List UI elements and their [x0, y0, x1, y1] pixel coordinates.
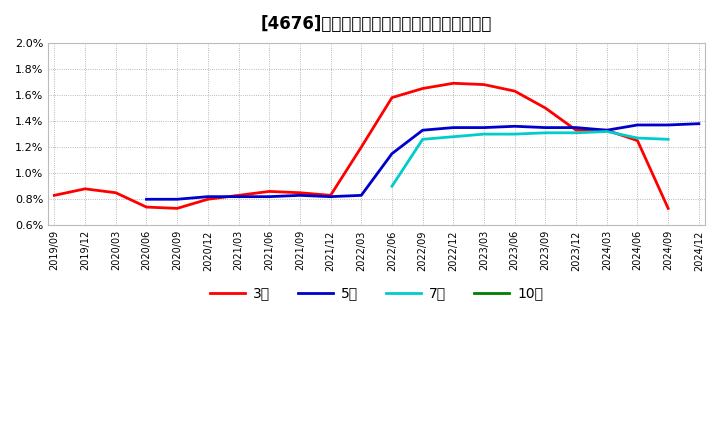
3年	[81, 186, 89, 191]
5年	[695, 121, 703, 126]
5年	[357, 193, 366, 198]
5年	[173, 197, 181, 202]
7年	[418, 137, 427, 142]
Line: 3年: 3年	[55, 83, 668, 209]
3年	[449, 81, 458, 86]
5年	[387, 151, 396, 156]
Line: 7年: 7年	[392, 132, 668, 186]
7年	[449, 134, 458, 139]
5年	[265, 194, 274, 199]
5年	[603, 128, 611, 133]
3年	[204, 197, 212, 202]
3年	[50, 193, 59, 198]
7年	[603, 129, 611, 134]
7年	[510, 132, 519, 137]
5年	[449, 125, 458, 130]
5年	[234, 194, 243, 199]
3年	[480, 82, 488, 87]
3年	[418, 86, 427, 91]
5年	[296, 193, 305, 198]
5年	[572, 125, 580, 130]
7年	[541, 130, 550, 136]
5年	[418, 128, 427, 133]
3年	[357, 144, 366, 150]
5年	[204, 194, 212, 199]
3年	[326, 193, 335, 198]
3年	[234, 193, 243, 198]
3年	[541, 106, 550, 111]
3年	[387, 95, 396, 100]
7年	[480, 132, 488, 137]
3年	[603, 128, 611, 133]
3年	[510, 88, 519, 94]
3年	[112, 190, 120, 195]
3年	[664, 206, 672, 211]
3年	[296, 190, 305, 195]
3年	[142, 205, 150, 210]
3年	[265, 189, 274, 194]
Line: 5年: 5年	[146, 124, 699, 199]
5年	[510, 124, 519, 129]
3年	[633, 138, 642, 143]
5年	[142, 197, 150, 202]
7年	[633, 136, 642, 141]
5年	[541, 125, 550, 130]
5年	[326, 194, 335, 199]
7年	[572, 130, 580, 136]
3年	[173, 206, 181, 211]
Legend: 3年, 5年, 7年, 10年: 3年, 5年, 7年, 10年	[204, 281, 549, 306]
3年	[572, 128, 580, 133]
5年	[480, 125, 488, 130]
5年	[664, 122, 672, 128]
5年	[633, 122, 642, 128]
7年	[664, 137, 672, 142]
Title: [4676]　経常利益マージンの標準偏差の推移: [4676] 経常利益マージンの標準偏差の推移	[261, 15, 492, 33]
7年	[387, 183, 396, 189]
